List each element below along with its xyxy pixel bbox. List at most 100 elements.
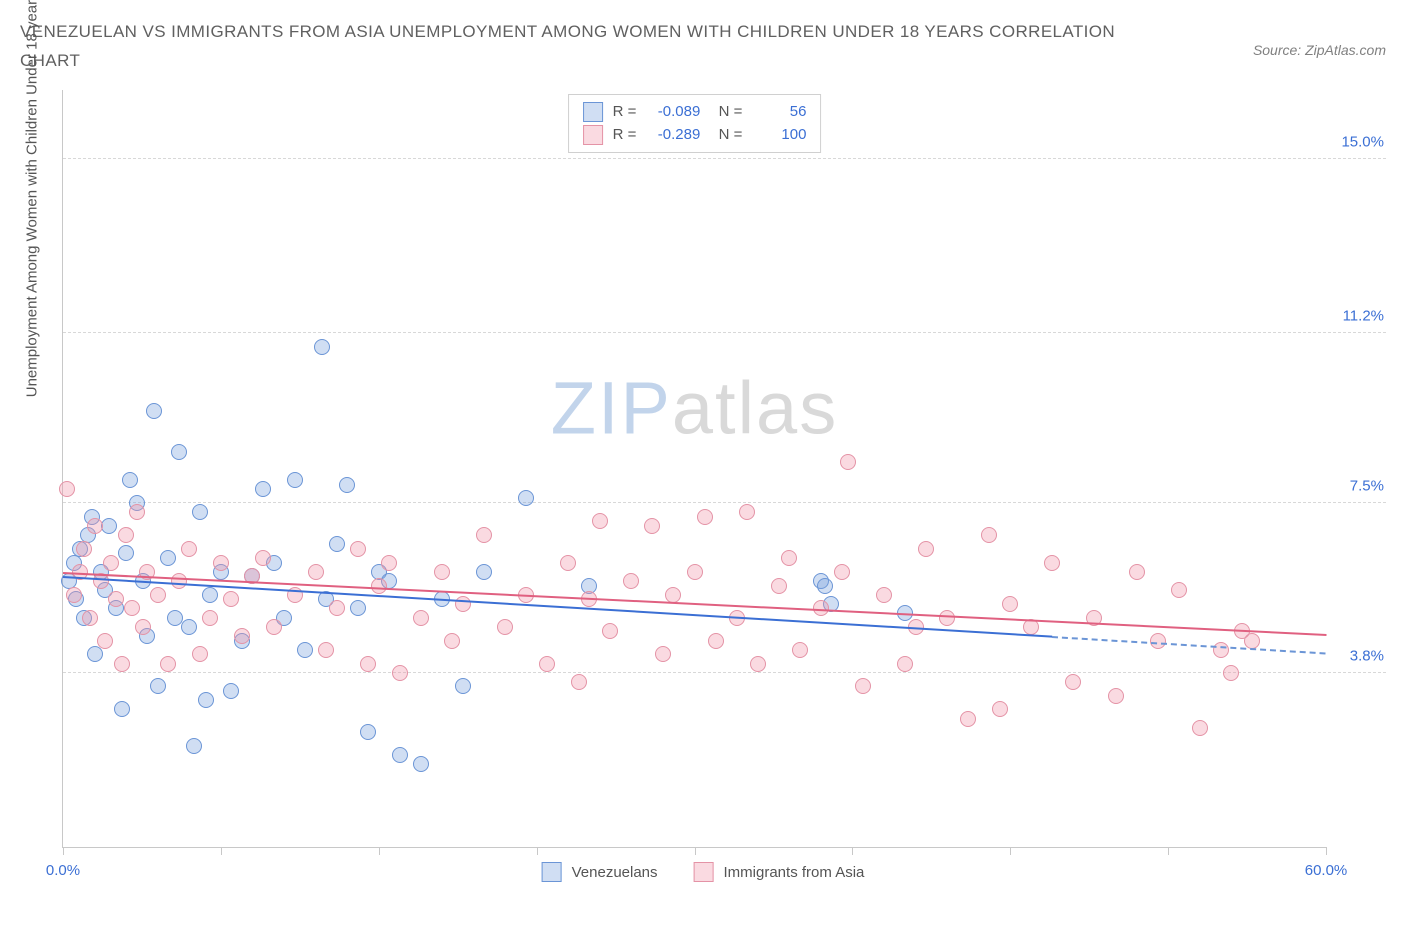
scatter-point — [82, 610, 98, 626]
scatter-point — [118, 545, 134, 561]
bottom-legend: Venezuelans Immigrants from Asia — [542, 862, 865, 882]
scatter-point — [518, 490, 534, 506]
scatter-point — [186, 738, 202, 754]
scatter-point — [114, 656, 130, 672]
watermark-atlas: atlas — [672, 366, 838, 449]
scatter-point — [118, 527, 134, 543]
scatter-point — [876, 587, 892, 603]
scatter-point — [539, 656, 555, 672]
scatter-point — [476, 564, 492, 580]
scatter-point — [114, 701, 130, 717]
trendline-dash — [1052, 636, 1326, 654]
scatter-point — [198, 692, 214, 708]
scatter-point — [314, 339, 330, 355]
xtick — [63, 847, 64, 855]
scatter-point — [455, 596, 471, 612]
scatter-point — [103, 555, 119, 571]
scatter-point — [124, 600, 140, 616]
scatter-point — [146, 403, 162, 419]
gridline — [63, 158, 1386, 159]
scatter-point — [192, 504, 208, 520]
xtick — [379, 847, 380, 855]
ytick-label: 7.5% — [1332, 477, 1384, 494]
plot-area: ZIPatlas R = -0.089 N = 56 R = -0.289 N … — [62, 90, 1326, 848]
n-label: N = — [710, 124, 742, 147]
scatter-point — [122, 472, 138, 488]
watermark: ZIPatlas — [551, 365, 838, 450]
xtick — [221, 847, 222, 855]
scatter-point — [59, 481, 75, 497]
scatter-point — [108, 591, 124, 607]
scatter-point — [1129, 564, 1145, 580]
scatter-point — [192, 646, 208, 662]
scatter-point — [297, 642, 313, 658]
scatter-point — [339, 477, 355, 493]
scatter-point — [287, 472, 303, 488]
scatter-point — [497, 619, 513, 635]
scatter-point — [392, 665, 408, 681]
scatter-point — [392, 747, 408, 763]
scatter-point — [167, 610, 183, 626]
stats-row-series1: R = -0.089 N = 56 — [583, 101, 807, 124]
scatter-point — [771, 578, 787, 594]
ytick-label: 3.8% — [1332, 647, 1384, 664]
scatter-point — [234, 628, 250, 644]
scatter-point — [1150, 633, 1166, 649]
scatter-point — [655, 646, 671, 662]
scatter-point — [623, 573, 639, 589]
scatter-point — [750, 656, 766, 672]
scatter-point — [160, 656, 176, 672]
scatter-point — [855, 678, 871, 694]
scatter-point — [181, 541, 197, 557]
scatter-point — [602, 623, 618, 639]
chart-header: VENEZUELAN VS IMMIGRANTS FROM ASIA UNEMP… — [0, 0, 1406, 84]
scatter-point — [329, 536, 345, 552]
series1-r-value: -0.089 — [646, 101, 700, 124]
trendline — [63, 572, 1326, 636]
series2-r-value: -0.289 — [646, 124, 700, 147]
scatter-point — [560, 555, 576, 571]
watermark-zip: ZIP — [551, 366, 672, 449]
scatter-point — [213, 555, 229, 571]
scatter-point — [266, 619, 282, 635]
scatter-point — [840, 454, 856, 470]
scatter-point — [318, 642, 334, 658]
scatter-point — [739, 504, 755, 520]
scatter-point — [1223, 665, 1239, 681]
series2-swatch-icon — [694, 862, 714, 882]
scatter-point — [992, 701, 1008, 717]
scatter-point — [97, 633, 113, 649]
ytick-label: 11.2% — [1332, 308, 1384, 325]
scatter-point — [792, 642, 808, 658]
r-label: R = — [613, 101, 637, 124]
scatter-point — [1192, 720, 1208, 736]
chart-container: Unemployment Among Women with Children U… — [20, 90, 1386, 890]
scatter-point — [171, 573, 187, 589]
gridline — [63, 332, 1386, 333]
n-label: N = — [710, 101, 742, 124]
scatter-point — [129, 504, 145, 520]
scatter-point — [329, 600, 345, 616]
r-label: R = — [613, 124, 637, 147]
series2-swatch — [583, 125, 603, 145]
scatter-point — [160, 550, 176, 566]
xtick-label: 60.0% — [1305, 862, 1348, 879]
scatter-point — [223, 683, 239, 699]
scatter-point — [960, 711, 976, 727]
scatter-point — [171, 444, 187, 460]
scatter-point — [434, 564, 450, 580]
scatter-point — [381, 555, 397, 571]
scatter-point — [1213, 642, 1229, 658]
scatter-point — [413, 756, 429, 772]
xtick — [1326, 847, 1327, 855]
xtick — [695, 847, 696, 855]
gridline — [63, 502, 1386, 503]
scatter-point — [360, 656, 376, 672]
scatter-point — [202, 610, 218, 626]
scatter-point — [308, 564, 324, 580]
scatter-point — [834, 564, 850, 580]
xtick — [1168, 847, 1169, 855]
scatter-point — [592, 513, 608, 529]
scatter-point — [101, 518, 117, 534]
scatter-point — [1108, 688, 1124, 704]
